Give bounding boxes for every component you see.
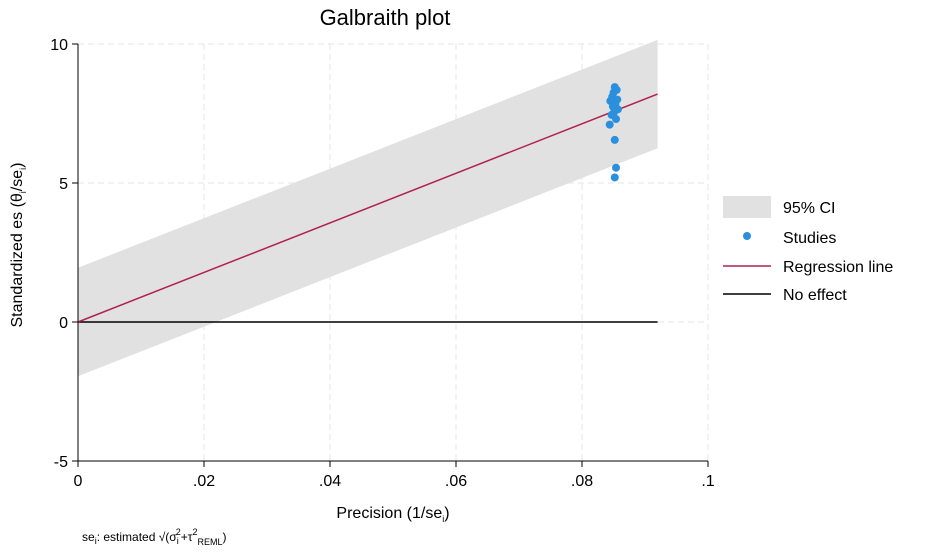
study-point-13	[610, 135, 619, 144]
study-point-11	[612, 115, 621, 124]
legend-label-0: 95% CI	[783, 200, 835, 217]
x-tick-label-0: 0	[74, 473, 83, 490]
y-axis-label: Standardized es (θi/sei)	[9, 163, 28, 328]
line-layer	[77, 93, 658, 323]
legend-label-2: Regression line	[783, 259, 893, 276]
footnote: sei: estimated √(σi2+τ2REML)	[82, 527, 227, 547]
regression-line	[77, 93, 658, 323]
study-points	[605, 83, 622, 182]
legend: 95% CI Studies Regression line No effect	[723, 196, 893, 304]
study-point-15	[610, 173, 619, 182]
legend-swatch-ci	[723, 196, 771, 218]
y-tick-label-3: 10	[50, 37, 68, 54]
legend-swatch-studies	[743, 232, 751, 240]
axes: 0 .02 .04 .06 .08 .1 -5 0 5 10	[50, 37, 715, 490]
study-point-14	[612, 163, 621, 172]
chart-title: Galbraith plot	[320, 5, 451, 30]
y-tick-label-0: -5	[54, 454, 68, 471]
x-tick-label-3: .06	[445, 473, 467, 490]
x-tick-label-1: .02	[193, 473, 215, 490]
x-tick-label-2: .04	[319, 473, 341, 490]
y-tick-label-2: 5	[59, 176, 68, 193]
x-axis-label: Precision (1/sei)	[336, 505, 449, 524]
legend-label-3: No effect	[783, 287, 847, 304]
x-tick-label-4: .08	[571, 473, 593, 490]
y-tick-label-1: 0	[59, 315, 68, 332]
study-point-12	[605, 120, 614, 129]
legend-label-1: Studies	[783, 230, 836, 247]
x-tick-label-5: .1	[701, 473, 714, 490]
